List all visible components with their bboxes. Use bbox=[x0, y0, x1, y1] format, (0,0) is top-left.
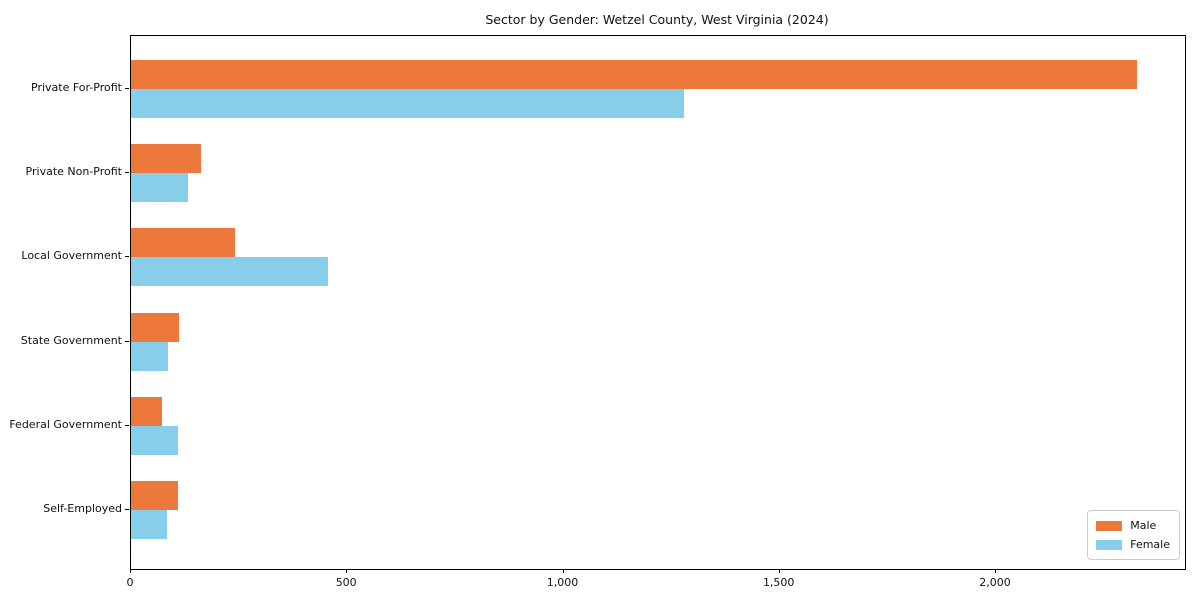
bar-female-local-government bbox=[131, 257, 328, 287]
x-tick-label: 500 bbox=[335, 576, 357, 589]
legend-label-female: Female bbox=[1130, 538, 1170, 551]
legend-label-male: Male bbox=[1130, 519, 1157, 532]
x-tick-mark bbox=[778, 569, 780, 573]
plot-area: Male Female bbox=[130, 35, 1186, 570]
y-tick-mark bbox=[125, 509, 129, 510]
legend-item-male: Male bbox=[1096, 516, 1170, 535]
bar-female-private-non-profit bbox=[131, 173, 188, 203]
y-tick-mark bbox=[125, 424, 129, 426]
bar-female-federal-government bbox=[131, 425, 179, 455]
y-tick-mark bbox=[125, 256, 129, 258]
y-tick-label-local-government: Local Government bbox=[21, 249, 122, 263]
legend-swatch-male bbox=[1096, 520, 1123, 531]
bar-female-private-for-profit bbox=[131, 89, 685, 118]
legend: Male Female bbox=[1087, 510, 1180, 560]
x-tick-label: 1,500 bbox=[762, 576, 795, 589]
y-tick-label-private-for-profit: Private For-Profit bbox=[31, 81, 122, 94]
y-tick-label-self-employed: Self-Employed bbox=[43, 502, 122, 515]
bar-male-local-government bbox=[131, 228, 235, 258]
chart-title: Sector by Gender: Wetzel County, West Vi… bbox=[485, 12, 829, 27]
y-tick-label-private-non-profit: Private Non-Profit bbox=[25, 165, 122, 179]
bar-male-federal-government bbox=[131, 396, 163, 426]
bar-female-self-employed bbox=[131, 510, 167, 539]
legend-item-female: Female bbox=[1096, 535, 1170, 554]
y-tick-mark bbox=[125, 88, 129, 89]
x-tick-mark bbox=[995, 569, 996, 573]
legend-swatch-female bbox=[1096, 539, 1123, 550]
y-tick-mark bbox=[125, 340, 129, 342]
bar-male-private-non-profit bbox=[131, 144, 202, 174]
x-tick-label: 2,000 bbox=[979, 576, 1011, 589]
bar-male-private-for-profit bbox=[131, 60, 1137, 89]
x-tick-mark bbox=[346, 569, 348, 573]
bar-male-state-government bbox=[131, 312, 179, 342]
bar-female-state-government bbox=[131, 341, 168, 371]
y-tick-mark bbox=[125, 172, 129, 174]
x-tick-mark bbox=[130, 569, 131, 573]
y-tick-label-state-government: State Government bbox=[20, 333, 122, 347]
x-tick-label: 1,000 bbox=[546, 576, 579, 589]
bar-male-self-employed bbox=[131, 481, 178, 510]
x-tick-label: 0 bbox=[126, 576, 134, 589]
x-tick-mark bbox=[562, 569, 564, 573]
y-tick-label-federal-government: Federal Government bbox=[9, 417, 122, 431]
